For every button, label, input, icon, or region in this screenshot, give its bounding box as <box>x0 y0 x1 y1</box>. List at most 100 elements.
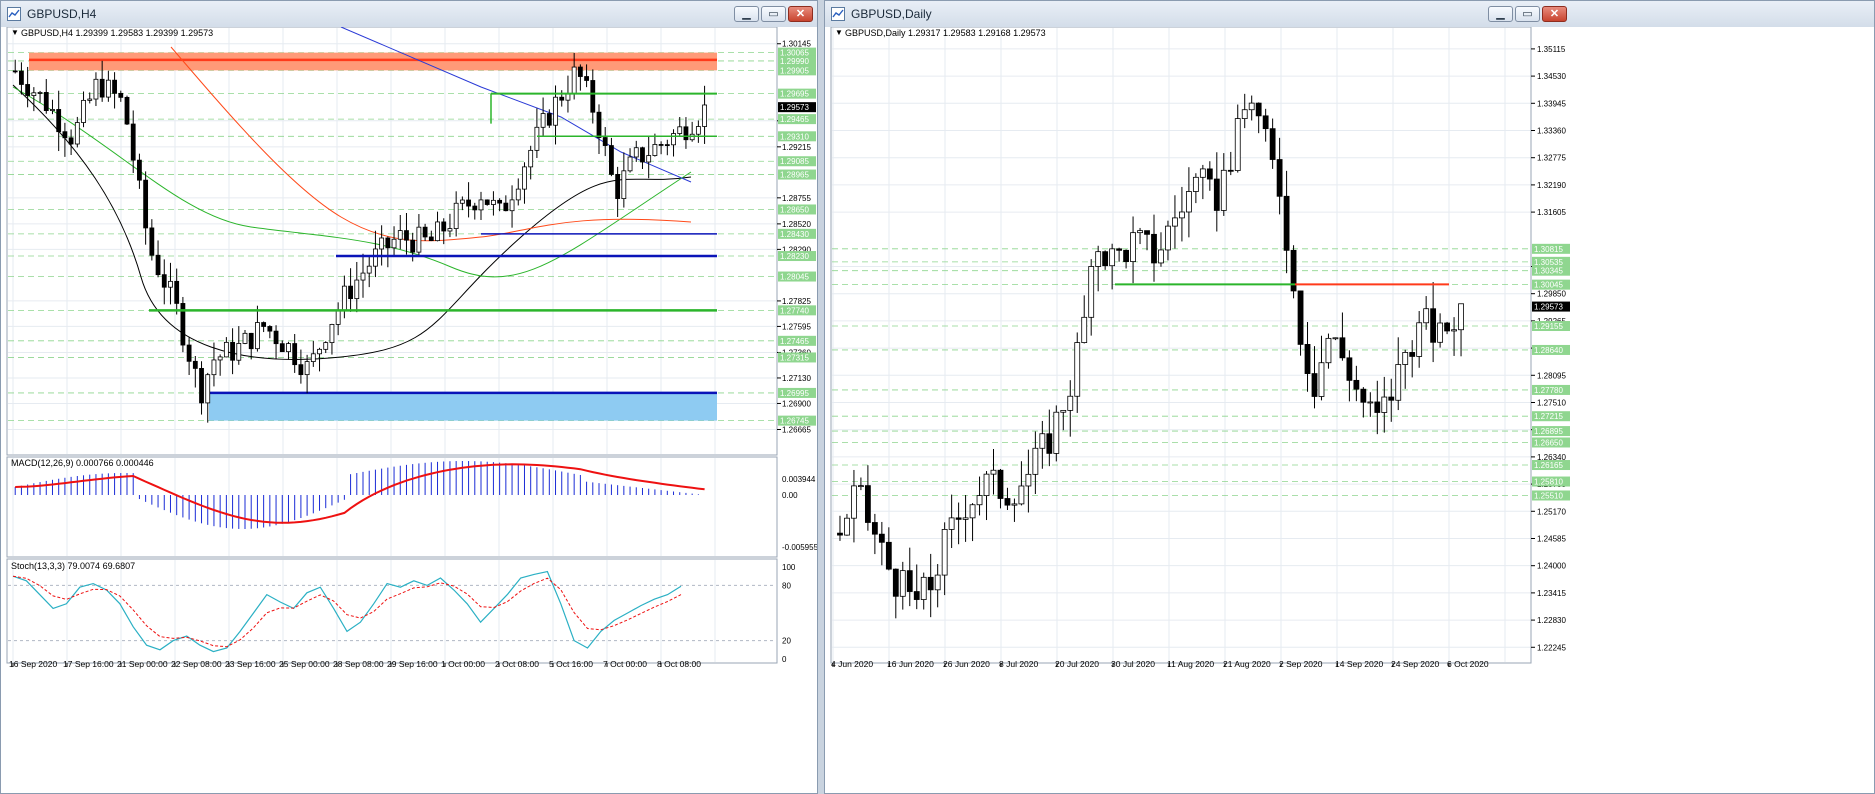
x-tick-label: 4 Jun 2020 <box>831 659 873 669</box>
candle-body <box>1067 395 1074 411</box>
x-tick-label: 24 Sep 2020 <box>1391 659 1439 669</box>
candle-body <box>844 517 850 536</box>
level-label-bg <box>1532 490 1570 501</box>
candle-body <box>199 368 204 404</box>
level-label: 1.30815 <box>1534 245 1563 254</box>
close-button[interactable]: ✕ <box>788 6 813 22</box>
stoch-tick-label: 0 <box>782 655 787 664</box>
level-label-bg <box>1532 460 1570 471</box>
candle-body <box>559 96 565 101</box>
h4-header-arrow[interactable]: ▼ <box>11 28 19 37</box>
candle-body <box>1095 251 1102 267</box>
minimize-button[interactable]: ▁ <box>1488 6 1513 22</box>
candle-body <box>851 485 857 519</box>
x-tick-label: 29 Sep 16:00 <box>387 659 438 669</box>
candle-body <box>497 199 503 204</box>
y-tick-label: 1.28520 <box>782 220 811 229</box>
candle-body <box>702 104 707 127</box>
candle-body <box>168 280 173 288</box>
support-zone <box>209 392 717 421</box>
candle-body <box>658 144 664 146</box>
candle-body <box>242 332 248 344</box>
level-label-bg <box>778 204 816 215</box>
level-label-bg <box>1532 279 1570 290</box>
daily-title-bar[interactable]: GBPUSD,Daily ▁ ▭ ✕ <box>825 1 1874 28</box>
daily-header-arrow[interactable]: ▼ <box>835 28 843 37</box>
candle-body <box>997 469 1004 499</box>
candle-body <box>621 170 627 199</box>
current-price-bg <box>1532 301 1570 312</box>
minimize-button[interactable]: ▁ <box>734 6 759 22</box>
candle-body <box>1074 342 1081 397</box>
level-label-bg <box>778 88 816 99</box>
candle-body <box>68 137 74 145</box>
candle-body <box>43 92 49 112</box>
x-tick-label: 14 Sep 2020 <box>1335 659 1383 669</box>
y-tick-label: 1.25170 <box>1537 507 1566 516</box>
level-label-bg <box>1532 243 1570 254</box>
level-label: 1.29695 <box>780 90 809 99</box>
y-tick-label: 1.30145 <box>782 40 811 49</box>
daily-chart-window[interactable]: GBPUSD,Daily ▁ ▭ ✕ 1.35115 1.34530 1.33945… <box>824 0 1875 794</box>
candle-body <box>93 78 99 100</box>
x-tick-label: 8 Jul 2020 <box>999 659 1038 669</box>
candle-body <box>976 495 983 506</box>
candle-body <box>858 485 864 488</box>
y-tick-label: 1.32775 <box>1537 154 1566 163</box>
candle-body <box>602 137 608 146</box>
candle-body <box>1004 498 1011 506</box>
level-label: 1.25510 <box>1534 491 1563 500</box>
level-label: 1.29155 <box>1534 322 1563 331</box>
level-label: 1.27315 <box>780 353 809 362</box>
candle-body <box>695 126 701 135</box>
candle-body <box>298 364 304 376</box>
candle-body <box>491 199 496 205</box>
candle-body <box>161 274 167 288</box>
level-label: 1.26995 <box>780 389 809 398</box>
candle-body <box>37 92 43 94</box>
candle-body <box>1283 195 1290 251</box>
candle-body <box>279 343 285 353</box>
x-tick-label: 2 Sep 2020 <box>1279 659 1323 669</box>
candle-body <box>1262 115 1269 130</box>
candle-body <box>310 353 316 362</box>
candle-body <box>837 532 843 536</box>
h4-window-title: GBPUSD,H4 <box>27 7 97 21</box>
candle-body <box>1353 379 1360 390</box>
candle-body <box>56 109 62 133</box>
candle-body <box>969 504 976 519</box>
candle-body <box>927 576 934 591</box>
current-price-label: 1.29573 <box>780 103 809 112</box>
candle-body <box>1255 102 1262 117</box>
candle-body <box>335 309 341 325</box>
candle-body <box>62 131 68 139</box>
level-label-bg <box>778 65 816 76</box>
candle-body <box>1332 337 1339 340</box>
y-tick-label: 1.28095 <box>1537 371 1566 380</box>
h4-title-bar[interactable]: GBPUSD,H4 ▁ ▭ ✕ <box>1 1 817 28</box>
candle-body <box>677 126 683 134</box>
daily-chart-canvas[interactable]: 1.35115 1.34530 1.33945 1.33360 1.32775 1.321… <box>825 27 1874 793</box>
candle-body <box>124 96 130 125</box>
level-label-bg <box>778 55 816 66</box>
maximize-button[interactable]: ▭ <box>1515 6 1540 22</box>
candle-body <box>428 236 434 242</box>
candle-body <box>683 126 689 141</box>
candle-body <box>664 144 670 146</box>
candle-body <box>397 230 403 240</box>
candle-body <box>1311 373 1318 397</box>
h4-chart-window[interactable]: GBPUSD,H4 ▁ ▭ ✕ 0.003944 0.00 -0.005955 10… <box>0 0 818 794</box>
candle-body <box>12 70 18 73</box>
candle-body <box>1032 447 1039 475</box>
candle-body <box>609 145 614 175</box>
candle-body <box>1158 249 1164 264</box>
current-price-bg <box>778 102 816 113</box>
candle-body <box>273 330 279 345</box>
candle-body <box>1109 248 1116 267</box>
y-tick-label: 1.27595 <box>782 322 811 331</box>
close-button[interactable]: ✕ <box>1542 6 1567 22</box>
maximize-button[interactable]: ▭ <box>761 6 786 22</box>
candle-body <box>962 517 969 520</box>
candle-body <box>948 517 955 530</box>
